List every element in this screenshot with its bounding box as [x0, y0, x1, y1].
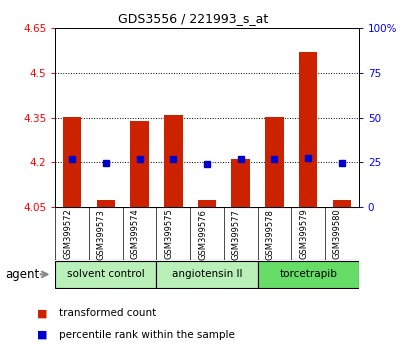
Text: solvent control: solvent control [67, 269, 144, 279]
Text: GSM399576: GSM399576 [198, 209, 207, 259]
Bar [164, 115, 182, 207]
Bar [298, 52, 317, 207]
Bar [265, 117, 283, 207]
Text: transformed count: transformed count [59, 308, 156, 318]
Text: angiotensin II: angiotensin II [171, 269, 242, 279]
Bar [197, 200, 216, 207]
Text: percentile rank within the sample: percentile rank within the sample [59, 330, 235, 339]
Bar [130, 121, 148, 207]
Bar [55, 261, 156, 288]
Text: GSM399574: GSM399574 [130, 209, 139, 259]
Text: GSM399577: GSM399577 [231, 209, 240, 259]
Text: GSM399578: GSM399578 [265, 209, 274, 259]
Text: GSM399572: GSM399572 [63, 209, 72, 259]
Text: ■: ■ [37, 330, 47, 339]
Text: GSM399579: GSM399579 [299, 209, 308, 259]
Text: torcetrapib: torcetrapib [279, 269, 336, 279]
Bar [97, 200, 115, 207]
Bar [332, 200, 350, 207]
Text: agent: agent [5, 268, 39, 281]
Text: GDS3556 / 221993_s_at: GDS3556 / 221993_s_at [117, 12, 267, 25]
Bar [156, 261, 257, 288]
Bar [63, 117, 81, 207]
Text: ■: ■ [37, 308, 47, 318]
Bar [231, 159, 249, 207]
Bar [257, 261, 358, 288]
Text: GSM399580: GSM399580 [332, 209, 341, 259]
Text: GSM399573: GSM399573 [97, 209, 106, 259]
Text: GSM399575: GSM399575 [164, 209, 173, 259]
